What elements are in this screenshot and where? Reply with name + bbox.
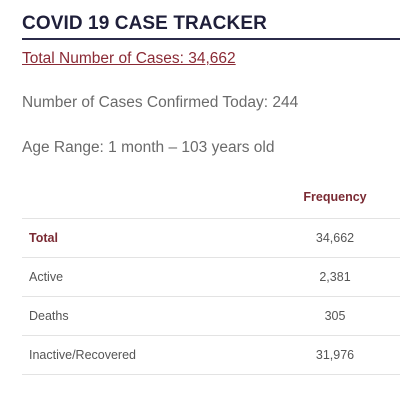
- age-range-text: Age Range: 1 month – 103 years old: [22, 139, 275, 156]
- row-label: Inactive/Recovered: [29, 348, 137, 362]
- total-cases-link[interactable]: Total Number of Cases: 34,662: [22, 50, 236, 67]
- row-value: 305: [324, 309, 346, 323]
- table-row-total: Total 34,662: [22, 218, 400, 258]
- row-label: Deaths: [29, 309, 69, 323]
- confirmed-today-text: Number of Cases Confirmed Today: 244: [22, 94, 299, 111]
- case-frequency-table: Frequency Total 34,662 Active 2,381 Deat…: [22, 188, 400, 375]
- row-value: 34,662: [315, 231, 355, 245]
- row-label: Active: [29, 270, 64, 284]
- table-row-inactive-recovered: Inactive/Recovered 31,976: [22, 336, 400, 375]
- row-value: 31,976: [315, 348, 355, 362]
- row-label: Total: [29, 231, 58, 245]
- table-row-active: Active 2,381: [22, 258, 400, 297]
- row-value: 2,381: [319, 270, 351, 284]
- frequency-column-header: Frequency: [303, 190, 367, 204]
- title-bar: COVID 19 CASE TRACKER: [22, 12, 400, 40]
- table-row-deaths: Deaths 305: [22, 297, 400, 336]
- table-header: Frequency: [22, 188, 400, 218]
- page-title: COVID 19 CASE TRACKER: [22, 13, 267, 34]
